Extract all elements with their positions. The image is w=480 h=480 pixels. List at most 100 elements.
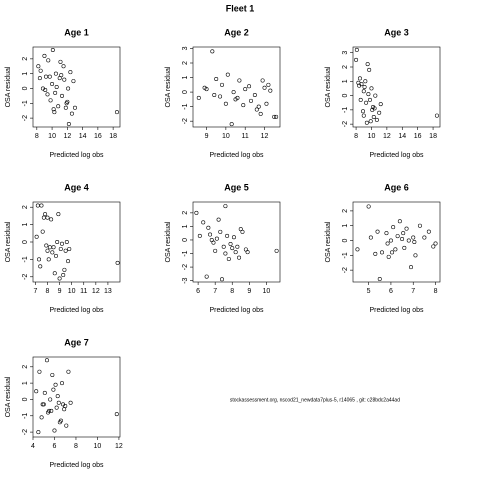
point <box>61 273 66 278</box>
point <box>426 229 431 234</box>
y-tick-label: -1 <box>22 256 29 262</box>
point <box>44 358 49 363</box>
x-tick-label: 10 <box>222 133 230 140</box>
point <box>384 231 389 236</box>
point <box>194 210 199 215</box>
point <box>368 235 373 240</box>
y-tick-label: 0 <box>22 86 29 90</box>
x-tick-label: 8 <box>35 133 39 140</box>
x-tick-label: 18 <box>429 133 437 140</box>
point <box>240 229 245 234</box>
point <box>362 85 367 90</box>
x-tick-label: 5 <box>367 288 371 295</box>
x-tick-label: 12 <box>383 133 391 140</box>
y-tick-label: -1 <box>182 103 189 109</box>
point <box>114 110 119 115</box>
x-tick-label: 7 <box>213 288 217 295</box>
x-tick-label: 12 <box>63 133 71 140</box>
point <box>249 98 254 103</box>
point <box>35 203 40 208</box>
point <box>395 234 400 239</box>
point <box>59 93 64 98</box>
point <box>66 259 71 264</box>
point <box>52 428 57 433</box>
point <box>58 246 63 251</box>
point <box>228 242 233 247</box>
point <box>204 274 209 279</box>
point <box>62 407 67 412</box>
panel-title: Age 3 <box>384 27 409 37</box>
point <box>417 223 422 228</box>
point <box>50 372 55 377</box>
y-tick-label: 2 <box>182 211 189 215</box>
point <box>216 217 221 222</box>
point <box>72 105 77 110</box>
x-tick-label: 6 <box>53 443 57 450</box>
point <box>272 114 277 119</box>
point <box>61 402 66 407</box>
footnote: stockassessment.org, nscod21_newdata7plu… <box>230 397 400 403</box>
point <box>361 89 366 94</box>
point <box>411 235 416 240</box>
x-axis-label: Predicted log obs <box>369 152 424 159</box>
point <box>63 248 68 253</box>
point <box>235 244 240 249</box>
point <box>361 113 366 118</box>
point <box>48 397 53 402</box>
y-tick-label: -1 <box>342 107 349 113</box>
point <box>220 277 225 282</box>
x-tick-label: 14 <box>398 133 406 140</box>
point <box>114 412 119 417</box>
x-tick-label: 7 <box>33 288 37 295</box>
point <box>42 53 47 58</box>
x-tick-label: 10 <box>368 133 376 140</box>
point <box>369 86 374 91</box>
y-tick-label: 0 <box>182 90 189 94</box>
point <box>254 107 259 112</box>
point <box>58 418 63 423</box>
point <box>50 250 55 255</box>
point <box>243 87 248 92</box>
point <box>220 82 225 87</box>
point <box>367 97 372 102</box>
point <box>390 250 395 255</box>
x-tick-label: 14 <box>79 133 87 140</box>
x-tick-label: 10 <box>262 288 270 295</box>
point <box>210 49 215 54</box>
point <box>354 57 359 62</box>
point <box>43 87 48 92</box>
plot-box <box>192 201 281 283</box>
point <box>46 58 51 63</box>
y-axis-label: OSA residual <box>5 376 12 417</box>
point <box>212 93 217 98</box>
y-tick-label: -2 <box>22 274 29 280</box>
point <box>274 248 279 253</box>
point <box>404 226 409 231</box>
point <box>408 265 413 270</box>
point <box>354 47 359 52</box>
point <box>45 215 50 220</box>
point <box>213 248 218 253</box>
point <box>66 369 71 374</box>
y-tick-label: 1 <box>22 381 29 385</box>
x-tick-label: 6 <box>389 288 393 295</box>
point <box>41 215 46 220</box>
point <box>375 229 380 234</box>
point <box>377 277 382 282</box>
y-axis-label: OSA residual <box>325 221 332 262</box>
point <box>231 90 236 95</box>
x-tick-label: 12 <box>261 133 269 140</box>
point <box>208 232 213 237</box>
point <box>40 229 45 234</box>
x-tick-label: 6 <box>196 288 200 295</box>
point <box>357 76 362 81</box>
point <box>54 85 59 90</box>
plot-box <box>32 201 121 283</box>
y-tick-label: -2 <box>22 429 29 435</box>
point <box>46 257 51 262</box>
point <box>50 47 55 52</box>
point <box>211 240 216 245</box>
point <box>57 276 62 281</box>
y-tick-label: 0 <box>22 240 29 244</box>
